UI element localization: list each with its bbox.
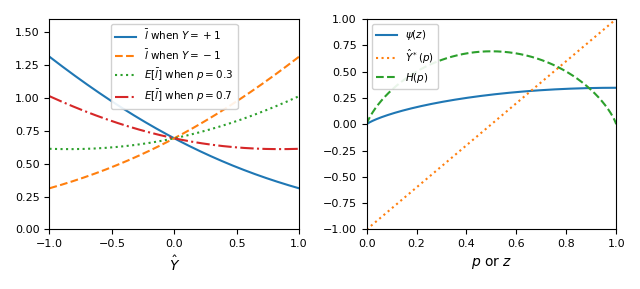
$E[\bar{l}]$ when $p = 0.7$: [244, 147, 252, 150]
Line: $H(p)$: $H(p)$: [367, 51, 616, 124]
$\bar{l}$ when $Y = -1$: [295, 55, 303, 58]
$\hat{Y}^*(p)$: [534, 83, 542, 87]
$\psi(z)$: [562, 87, 570, 90]
$\hat{Y}^*(p)$: [612, 17, 620, 21]
Line: $\hat{Y}^*(p)$: $\hat{Y}^*(p)$: [367, 19, 616, 229]
Line: $E[\bar{l}]$ when $p = 0.7$: $E[\bar{l}]$ when $p = 0.7$: [49, 96, 299, 149]
$\bar{l}$ when $Y = -1$: [217, 110, 225, 113]
Legend: $\psi(z)$, $\hat{Y}^*(p)$, $H(p)$: $\psi(z)$, $\hat{Y}^*(p)$, $H(p)$: [372, 24, 438, 89]
$E[\bar{l}]$ when $p = 0.7$: [147, 131, 154, 134]
X-axis label: $\hat{Y}$: $\hat{Y}$: [168, 255, 180, 274]
$\bar{l}$ when $Y = +1$: [295, 186, 303, 190]
$E[\bar{l}]$ when $p = 0.3$: [245, 115, 253, 118]
$H(p)$: [464, 51, 472, 55]
$\bar{l}$ when $Y = +1$: [45, 55, 53, 58]
Line: $\bar{l}$ when $Y = -1$: $\bar{l}$ when $Y = -1$: [49, 57, 299, 188]
$E[\bar{l}]$ when $p = 0.7$: [71, 105, 79, 109]
$\psi(z)$: [534, 89, 542, 92]
$\psi(z)$: [464, 96, 472, 99]
$H(p)$: [388, 88, 396, 91]
Line: $\bar{l}$ when $Y = +1$: $\bar{l}$ when $Y = +1$: [49, 57, 299, 188]
$\bar{l}$ when $Y = +1$: [217, 159, 225, 162]
$\psi(z)$: [363, 123, 371, 126]
$\hat{Y}^*(p)$: [464, 143, 472, 146]
$\bar{l}$ when $Y = +1$: [71, 74, 79, 77]
$\bar{l}$ when $Y = -1$: [147, 149, 154, 152]
$E[\bar{l}]$ when $p = 0.3$: [71, 147, 79, 151]
$H(p)$: [488, 49, 495, 53]
$H(p)$: [473, 50, 481, 54]
$\bar{l}$ when $Y = +1$: [147, 123, 154, 127]
$E[\bar{l}]$ when $p = 0.3$: [65, 147, 72, 151]
$E[\bar{l}]$ when $p = 0.7$: [217, 144, 225, 148]
Legend: $\bar{l}$ when $Y = +1$, $\bar{l}$ when $Y = -1$, $E[\bar{l}]$ when $p = 0.3$, $: $\bar{l}$ when $Y = +1$, $\bar{l}$ when …: [111, 24, 237, 109]
$\hat{Y}^*(p)$: [557, 64, 565, 67]
Line: $\psi(z)$: $\psi(z)$: [367, 88, 616, 124]
$\bar{l}$ when $Y = -1$: [244, 92, 252, 95]
$E[\bar{l}]$ when $p = 0.3$: [147, 141, 154, 144]
$\psi(z)$: [557, 87, 565, 91]
$\bar{l}$ when $Y = +1$: [244, 170, 252, 173]
$\psi(z)$: [612, 86, 620, 90]
Line: $E[\bar{l}]$ when $p = 0.3$: $E[\bar{l}]$ when $p = 0.3$: [49, 96, 299, 149]
$\bar{l}$ when $Y = -1$: [156, 144, 163, 148]
$E[\bar{l}]$ when $p = 0.7$: [156, 133, 163, 137]
$\psi(z)$: [388, 112, 396, 115]
X-axis label: $p$ or $z$: $p$ or $z$: [471, 255, 512, 271]
$\bar{l}$ when $Y = -1$: [45, 186, 53, 190]
$H(p)$: [562, 70, 570, 73]
$\bar{l}$ when $Y = +1$: [240, 168, 248, 172]
$E[\bar{l}]$ when $p = 0.7$: [45, 95, 53, 98]
$E[\bar{l}]$ when $p = 0.3$: [241, 117, 248, 120]
$E[\bar{l}]$ when $p = 0.3$: [217, 124, 225, 128]
$\psi(z)$: [473, 95, 481, 98]
$\hat{Y}^*(p)$: [473, 135, 481, 138]
$E[\bar{l}]$ when $p = 0.7$: [276, 147, 284, 151]
$E[\bar{l}]$ when $p = 0.3$: [295, 95, 303, 98]
$\bar{l}$ when $Y = -1$: [71, 179, 79, 182]
$\bar{l}$ when $Y = -1$: [240, 95, 248, 98]
$\bar{l}$ when $Y = +1$: [156, 129, 163, 132]
$H(p)$: [612, 123, 620, 126]
$\hat{Y}^*(p)$: [562, 60, 570, 63]
$E[\bar{l}]$ when $p = 0.3$: [45, 147, 53, 151]
$H(p)$: [534, 57, 542, 61]
$\hat{Y}^*(p)$: [363, 228, 371, 231]
$E[\bar{l}]$ when $p = 0.3$: [156, 139, 163, 143]
$E[\bar{l}]$ when $p = 0.7$: [240, 146, 248, 150]
$\hat{Y}^*(p)$: [388, 206, 396, 210]
$E[\bar{l}]$ when $p = 0.7$: [295, 147, 303, 151]
$H(p)$: [363, 123, 371, 126]
$H(p)$: [557, 67, 565, 71]
